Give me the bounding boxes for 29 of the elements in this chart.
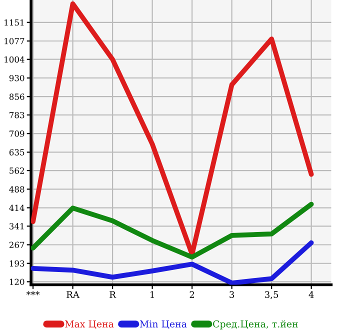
y-tick-label: 709 (10, 130, 24, 137)
legend-label: Min Цена (140, 320, 187, 329)
y-tick-label: 1151 (4, 19, 24, 26)
line-series (31, 240, 314, 285)
y-tick-label: 562 (10, 168, 24, 174)
y-tick-label: 856 (9, 94, 24, 100)
line-series (31, 202, 314, 260)
y-tick-label: 488 (9, 186, 24, 192)
y-tick-label: 930 (9, 74, 24, 82)
x-tick-label: 3 (230, 291, 234, 298)
x-tick-label: R (110, 291, 116, 298)
x-tick-label: 1 (150, 291, 154, 298)
y-tick-label: 193 (10, 260, 24, 267)
y-tick-label: 341 (10, 223, 24, 230)
x-tick-label: 4 (308, 291, 314, 298)
x-tick-label: RA (66, 291, 80, 298)
y-tick-label: 267 (9, 242, 24, 248)
legend-label: Max Цена (65, 320, 114, 329)
y-tick-label: 414 (9, 204, 24, 211)
y-tick-label: 635 (9, 149, 24, 156)
line-series (31, 1, 314, 257)
x-tick-label: 3,5 (265, 291, 278, 300)
y-tick-label: 783 (10, 112, 24, 118)
x-tick-label: 2 (190, 291, 194, 298)
y-tick-label: 120 (10, 278, 24, 286)
y-tick-label: 1077 (4, 38, 24, 44)
legend-label: Сред.Цена, т.йен (213, 320, 298, 330)
y-tick-label: 1004 (4, 56, 24, 63)
x-tick-label: *** (26, 291, 40, 296)
